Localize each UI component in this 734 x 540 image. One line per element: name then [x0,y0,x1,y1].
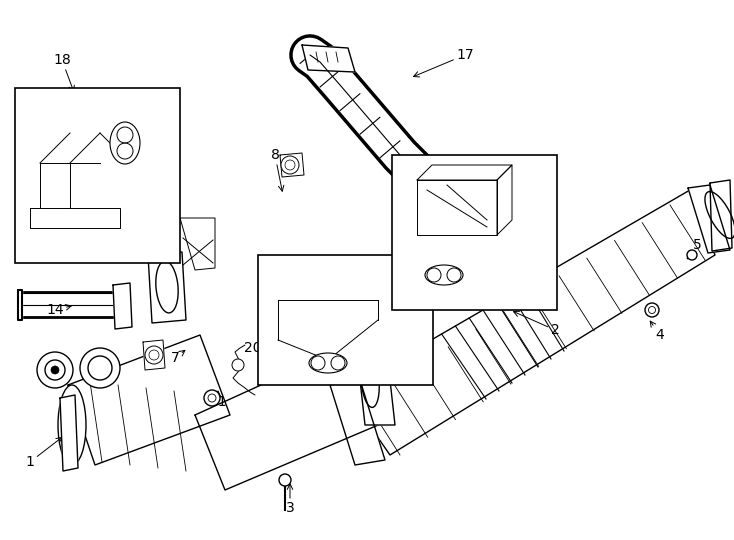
Circle shape [645,303,659,317]
Polygon shape [148,252,186,323]
Polygon shape [417,165,512,180]
Text: 7: 7 [170,350,185,365]
Text: 6: 6 [46,372,65,390]
Circle shape [80,348,120,388]
Text: 9: 9 [84,368,98,385]
Circle shape [51,366,59,374]
Circle shape [145,346,163,364]
Circle shape [687,250,697,260]
Circle shape [204,390,220,406]
Ellipse shape [425,265,463,285]
Circle shape [37,352,73,388]
Bar [392,155,557,310]
Ellipse shape [110,122,140,164]
Text: 12: 12 [406,191,437,222]
Text: 17: 17 [413,48,474,77]
Text: 1: 1 [26,437,62,469]
Bar [258,255,433,385]
Polygon shape [195,340,390,490]
Polygon shape [18,290,22,320]
Ellipse shape [309,353,347,373]
Polygon shape [330,380,385,465]
Polygon shape [355,335,395,425]
Text: 8: 8 [271,148,284,191]
Text: 2: 2 [514,311,559,337]
Text: 18: 18 [53,53,74,91]
Text: 21: 21 [209,391,227,409]
Bar [15,88,180,263]
Text: 20: 20 [244,340,265,355]
Polygon shape [30,208,120,228]
Text: 13: 13 [440,270,459,287]
Polygon shape [710,180,732,251]
Text: 10: 10 [309,263,338,297]
Polygon shape [68,335,230,465]
Polygon shape [180,218,215,270]
Text: 16: 16 [94,236,112,253]
Polygon shape [417,180,497,235]
Text: 19: 19 [107,146,127,165]
Polygon shape [688,185,730,253]
Polygon shape [345,190,715,455]
Text: 4: 4 [650,321,664,342]
Polygon shape [113,283,132,329]
Text: 11: 11 [320,310,346,327]
Circle shape [281,156,299,174]
Polygon shape [143,340,165,370]
Ellipse shape [58,385,86,465]
Text: 15: 15 [161,256,182,270]
Text: 14: 14 [46,303,71,317]
Text: 5: 5 [687,238,702,259]
Text: 3: 3 [286,484,294,515]
Polygon shape [280,153,304,177]
Polygon shape [60,395,78,471]
Circle shape [103,238,117,252]
Polygon shape [497,165,512,235]
Circle shape [232,359,244,371]
Polygon shape [302,45,355,72]
Circle shape [279,474,291,486]
